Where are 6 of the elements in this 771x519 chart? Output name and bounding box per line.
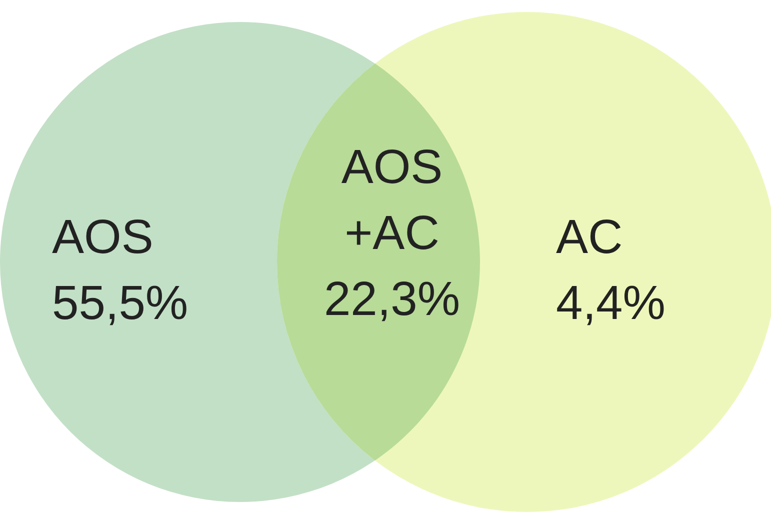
data-label: 4,4% [556, 277, 666, 330]
data-label: 55,5% [52, 277, 188, 330]
data-label: 22,3% [324, 273, 460, 326]
category-label: AOS [52, 211, 154, 264]
category-label: AC [556, 211, 623, 264]
category-label: AOS +AC [341, 141, 443, 260]
